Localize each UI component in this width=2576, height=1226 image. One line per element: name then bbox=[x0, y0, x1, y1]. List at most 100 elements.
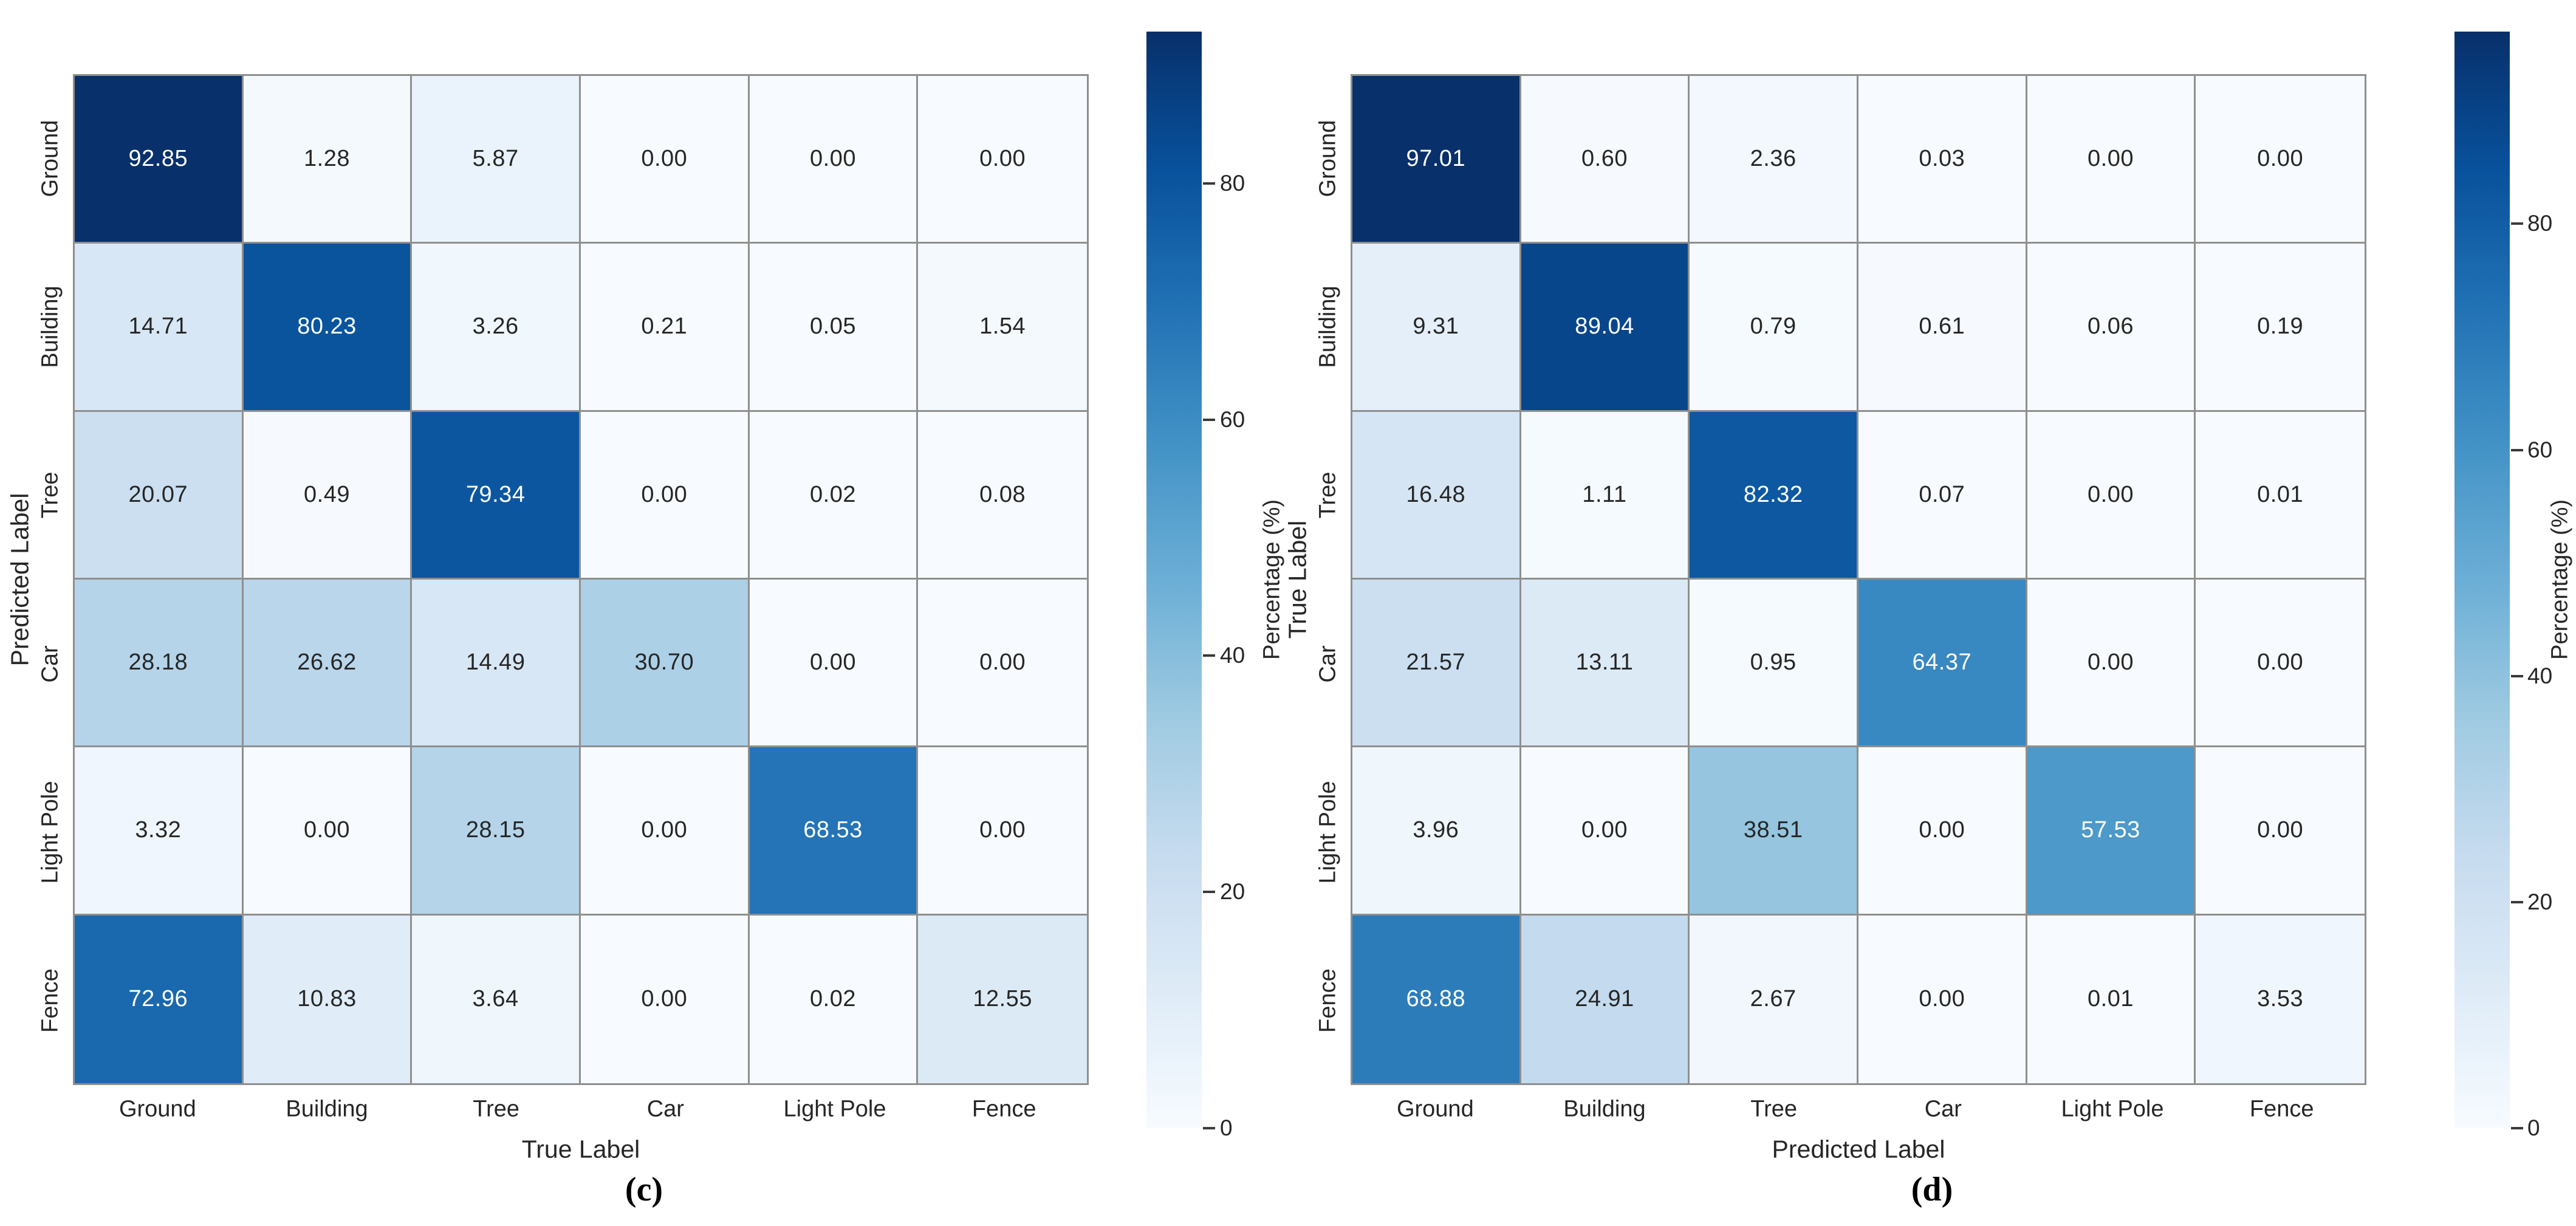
cell-value: 0.00 bbox=[1919, 986, 1965, 1012]
cell-value: 9.31 bbox=[1413, 313, 1459, 340]
cell-value: 0.19 bbox=[2257, 313, 2304, 340]
heatmap-cell: 0.00 bbox=[2027, 580, 2196, 748]
colorbar-tick-label: 80 bbox=[2527, 211, 2553, 236]
heatmap-cell: 97.01 bbox=[1352, 76, 1521, 244]
cell-value: 1.28 bbox=[304, 146, 350, 172]
cell-value: 3.64 bbox=[472, 986, 519, 1012]
colorbar-label: Percentage (%) bbox=[1259, 499, 1285, 660]
x-tick-label: Fence bbox=[2249, 1096, 2314, 1122]
cell-value: 24.91 bbox=[1575, 986, 1634, 1012]
heatmap-cell: 0.79 bbox=[1690, 244, 1858, 412]
cell-value: 0.00 bbox=[2088, 649, 2134, 676]
heatmap-cell: 3.96 bbox=[1352, 747, 1521, 916]
cell-value: 79.34 bbox=[465, 481, 526, 507]
heatmap-cell: 28.18 bbox=[75, 580, 244, 748]
heatmap-cell: 68.53 bbox=[749, 747, 919, 916]
heatmap-cell: 0.07 bbox=[1858, 411, 2027, 580]
heatmap-cell: 92.85 bbox=[75, 76, 244, 244]
heatmap-cell: 80.23 bbox=[243, 244, 413, 412]
cell-value: 38.51 bbox=[1743, 817, 1803, 843]
cell-value: 72.96 bbox=[128, 986, 188, 1012]
heatmap-cell: 0.00 bbox=[2196, 747, 2365, 916]
cell-value: 0.00 bbox=[810, 649, 856, 676]
cell-value: 30.70 bbox=[634, 649, 694, 676]
cell-value: 0.00 bbox=[641, 146, 688, 172]
heatmap-cell: 16.48 bbox=[1352, 411, 1521, 580]
heatmap-cell: 28.15 bbox=[412, 747, 581, 916]
cell-value: 0.60 bbox=[1581, 146, 1628, 172]
y-axis-label: Predicted Label bbox=[5, 493, 34, 666]
x-tick-label: Building bbox=[286, 1096, 368, 1122]
heatmap-cell: 26.62 bbox=[243, 580, 413, 748]
heatmap-cell: 0.00 bbox=[243, 747, 413, 916]
heatmap-cell: 0.01 bbox=[2027, 915, 2196, 1083]
cell-value: 68.88 bbox=[1406, 986, 1466, 1012]
x-axis-label: True Label bbox=[521, 1135, 640, 1163]
heatmap-cell: 0.00 bbox=[2027, 411, 2196, 580]
cell-value: 0.00 bbox=[641, 481, 688, 507]
cell-value: 92.85 bbox=[128, 146, 188, 172]
y-tick-label: Fence bbox=[1315, 968, 1341, 1033]
colorbar-tick-mark bbox=[1203, 891, 1215, 894]
colorbar bbox=[2454, 32, 2510, 1128]
x-tick-label: Tree bbox=[1750, 1096, 1798, 1122]
y-tick-label: Building bbox=[37, 286, 63, 368]
heatmap-cell: 0.00 bbox=[2196, 76, 2365, 244]
heatmap-cell: 9.31 bbox=[1352, 244, 1521, 412]
heatmap-cell: 0.21 bbox=[580, 244, 750, 412]
heatmap-cell: 0.08 bbox=[918, 411, 1087, 580]
cell-value: 0.00 bbox=[2257, 649, 2304, 676]
heatmap-grid: 97.01 0.60 2.36 0.03 0.00 0.00 9.31 89.04 0.79 0.… bbox=[1351, 74, 2366, 1085]
y-tick-label: Car bbox=[1315, 645, 1341, 683]
heatmap-cell: 0.00 bbox=[2196, 580, 2365, 748]
heatmap-cell: 3.32 bbox=[75, 747, 244, 916]
cell-value: 0.01 bbox=[2088, 986, 2134, 1012]
cell-value: 0.02 bbox=[810, 986, 856, 1012]
x-tick-label: Car bbox=[646, 1096, 684, 1122]
heatmap-cell: 12.55 bbox=[918, 915, 1087, 1083]
heatmap-cell: 0.61 bbox=[1858, 244, 2027, 412]
heatmap-cell: 0.00 bbox=[918, 747, 1087, 916]
colorbar-tick-label: 40 bbox=[2527, 663, 2553, 688]
panel-caption: (d) bbox=[1911, 1171, 1953, 1208]
heatmap-cell: 89.04 bbox=[1521, 244, 1690, 412]
heatmap-cell: 0.03 bbox=[1858, 76, 2027, 244]
heatmap-cell: 0.00 bbox=[918, 76, 1087, 244]
colorbar-tick-mark bbox=[2511, 900, 2523, 903]
heatmap-cell: 0.02 bbox=[749, 411, 919, 580]
colorbar-tick-mark bbox=[1203, 418, 1215, 421]
heatmap-cell: 72.96 bbox=[75, 915, 244, 1083]
x-tick-label: Tree bbox=[473, 1096, 520, 1122]
colorbar-tick-label: 80 bbox=[1220, 170, 1245, 196]
cell-value: 3.96 bbox=[1413, 817, 1459, 843]
heatmap-cell: 0.00 bbox=[580, 76, 750, 244]
heatmap-cell: 1.28 bbox=[243, 76, 413, 244]
colorbar-tick-mark bbox=[2511, 222, 2523, 225]
y-axis-label: True Label bbox=[1283, 520, 1312, 639]
heatmap-cell: 0.00 bbox=[749, 76, 919, 244]
colorbar-tick-mark bbox=[1203, 1127, 1215, 1129]
cell-value: 64.37 bbox=[1912, 649, 1972, 676]
colorbar-tick-mark bbox=[1203, 182, 1215, 185]
cell-value: 80.23 bbox=[297, 313, 357, 340]
cell-value: 3.53 bbox=[2257, 986, 2304, 1012]
x-tick-label: Ground bbox=[1396, 1096, 1474, 1122]
cell-value: 0.00 bbox=[2257, 146, 2304, 172]
cell-value: 0.00 bbox=[2088, 146, 2134, 172]
cell-value: 3.32 bbox=[135, 817, 182, 843]
cell-value: 0.21 bbox=[641, 313, 688, 340]
cell-value: 1.11 bbox=[1582, 481, 1627, 507]
cell-value: 0.00 bbox=[1919, 817, 1965, 843]
cell-value: 0.00 bbox=[641, 817, 688, 843]
colorbar-tick-label: 20 bbox=[1220, 879, 1245, 905]
colorbar-tick-label: 60 bbox=[1220, 406, 1245, 432]
heatmap-cell: 0.06 bbox=[2027, 244, 2196, 412]
heatmap-cell: 14.71 bbox=[75, 244, 244, 412]
heatmap-cell: 0.00 bbox=[749, 580, 919, 748]
x-tick-label: Light Pole bbox=[783, 1096, 886, 1122]
x-tick-label: Building bbox=[1563, 1096, 1646, 1122]
colorbar-tick-label: 0 bbox=[2527, 1115, 2540, 1140]
heatmap-cell: 0.00 bbox=[918, 580, 1087, 748]
cell-value: 0.01 bbox=[2257, 481, 2304, 507]
x-tick-label: Fence bbox=[971, 1096, 1036, 1122]
